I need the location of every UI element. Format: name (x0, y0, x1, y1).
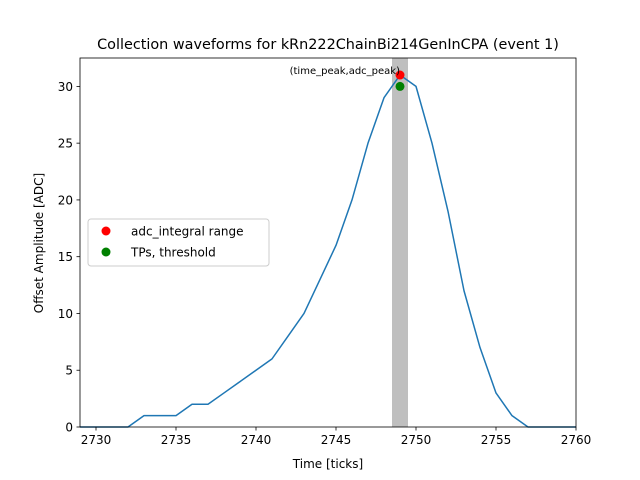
y-tick-label: 30 (58, 80, 73, 94)
x-tick-label: 2745 (321, 433, 352, 447)
x-tick-label: 2730 (81, 433, 112, 447)
chart-title: Collection waveforms for kRn222ChainBi21… (97, 37, 559, 53)
legend-label-0: adc_integral range (131, 225, 244, 239)
axes-frame (79, 57, 577, 428)
integral-span (392, 58, 408, 427)
y-tick-label: 10 (58, 307, 73, 321)
marker-0 (395, 70, 405, 80)
marker-1 (395, 81, 405, 91)
y-tick-label: 15 (58, 250, 73, 264)
x-axis-label: Time [ticks] (292, 457, 363, 471)
x-tick-label: 2750 (401, 433, 432, 447)
waveform-line-0 (80, 74, 576, 428)
y-tick-label: 0 (65, 421, 73, 435)
plot-area: (time_peak,adc_peak) 2730 2735 2740 2745 2750… (58, 57, 592, 447)
y-tick-label: 25 (58, 137, 73, 151)
x-tick-label: 2735 (161, 433, 192, 447)
y-tick-label: 20 (58, 193, 73, 207)
legend-marker-1 (101, 247, 111, 257)
x-tick-label: 2760 (561, 433, 592, 447)
legend-box (87, 218, 270, 267)
peak-annotation: (time_peak,adc_peak) (290, 66, 400, 77)
x-tick-label: 2755 (481, 433, 512, 447)
legend-label-1: TPs, threshold (130, 246, 216, 260)
y-axis-label: Offset Amplitude [ADC] (32, 173, 46, 313)
y-tick-label: 5 (65, 364, 73, 378)
legend-marker-0 (101, 226, 111, 236)
x-tick-label: 2740 (241, 433, 272, 447)
